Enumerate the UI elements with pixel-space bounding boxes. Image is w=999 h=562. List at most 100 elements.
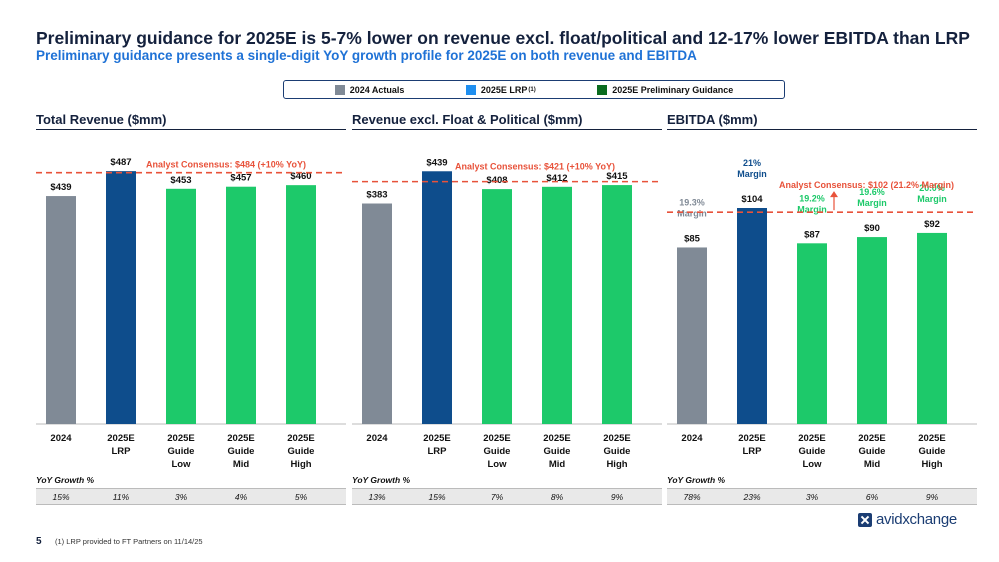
legend-item-guidance: 2025E Preliminary Guidance — [597, 84, 734, 95]
yoy-value: 23% — [743, 492, 761, 502]
bar — [286, 185, 316, 424]
category-label-line: Guide — [798, 446, 826, 457]
total-revenue-panel: Total Revenue ($mm) $439 $487 $453 $457 $460… — [36, 106, 346, 516]
revenue-excl-float-panel: Revenue excl. Float & Political ($mm) $3… — [352, 106, 662, 516]
page-subtitle: Preliminary guidance presents a single-d… — [36, 48, 697, 63]
logo-text: avidxchange — [876, 511, 957, 528]
yoy-value: 13% — [368, 492, 386, 502]
legend-label: 2025E LRP — [480, 84, 528, 95]
chart-title: EBITDA ($mm) — [667, 112, 758, 127]
margin-label: 20.0% — [919, 183, 945, 193]
legend-label: 2025E Preliminary Guidance — [612, 84, 734, 95]
yoy-value: 15% — [428, 492, 446, 502]
category-label-line: Guide — [167, 446, 195, 457]
category-label-line: Guide — [543, 446, 571, 457]
yoy-row: 13% 15% 7% 8% 9% — [352, 488, 662, 505]
legend-item-lrp: 2025E LRP (1) — [465, 84, 536, 95]
data-label: $408 — [486, 175, 507, 186]
bar — [422, 171, 452, 424]
margin-label: Margin — [677, 208, 707, 218]
chart-svg: $8519.3%Margin$10421%Margin$8719.2%Margi… — [667, 158, 977, 425]
category-label: 2025E Guide Low — [782, 432, 842, 471]
bar — [542, 186, 572, 424]
category-label-line: LRP — [742, 446, 762, 457]
category-label-line: 2024 — [366, 433, 388, 444]
category-label-line: 2025E — [543, 433, 571, 444]
page-title: Preliminary guidance for 2025E is 5-7% l… — [36, 28, 970, 48]
category-label-line: 2024 — [50, 433, 72, 444]
consensus-label: Analyst Consensus: $102 (21.2% Margin) — [779, 180, 954, 190]
avidxchange-logo: avidxchange — [858, 511, 957, 528]
category-label: 2025E Guide Low — [467, 432, 527, 471]
chart-title: Revenue excl. Float & Political ($mm) — [352, 112, 583, 127]
category-label: 2025E Guide Mid — [527, 432, 587, 471]
category-label: 2025E Guide High — [271, 432, 331, 471]
yoy-value: 8% — [550, 492, 564, 502]
category-axis: 2024 2025E LRP 2025E Guide Low 2025E Guide Mid 20… — [352, 432, 662, 472]
data-label: $383 — [366, 190, 387, 201]
category-label-line: Low — [487, 459, 507, 470]
title-rule — [352, 129, 662, 130]
legend-item-actuals: 2024 Actuals — [334, 84, 404, 95]
category-label: 2025E Guide High — [587, 432, 647, 471]
yoy-row: 15% 11% 3% 4% 5% — [36, 488, 346, 505]
margin-label: 19.2% — [799, 193, 825, 203]
logo-mark-icon — [858, 512, 872, 527]
page-number: 5 — [36, 536, 42, 547]
title-rule — [667, 129, 977, 130]
ebitda-panel: EBITDA ($mm) $85 19.3% Margin $104 21% Margin… — [667, 106, 977, 516]
legend-swatch — [465, 84, 476, 95]
bar — [677, 247, 707, 424]
yoy-value: 3% — [174, 492, 188, 502]
yoy-value: 11% — [112, 492, 130, 502]
category-label-line: Mid — [548, 459, 566, 470]
data-label: $87 — [804, 229, 820, 240]
category-label-line: 2025E — [287, 433, 315, 444]
data-label: $92 — [924, 219, 940, 230]
category-label-line: Guide — [287, 446, 315, 457]
margin-label: Margin — [857, 198, 887, 208]
margin-label: 21% — [743, 158, 761, 168]
chart-plot: $383 $439 $408 $412 $415 Analyst Consensus: $… — [352, 130, 662, 430]
category-label-line: High — [290, 459, 312, 470]
yoy-value: 7% — [490, 492, 504, 502]
yoy-value: 4% — [234, 492, 248, 502]
yoy-row: 78% 23% 3% 6% 9% — [667, 488, 977, 505]
data-label: $457 — [230, 173, 251, 184]
category-label-line: 2025E — [738, 433, 766, 444]
data-label: $104 — [741, 194, 763, 205]
consensus-label: Analyst Consensus: $421 (+10% YoY) — [455, 162, 615, 172]
yoy-value: 5% — [294, 492, 308, 502]
data-label: $85 — [684, 233, 701, 244]
yoy-value: 9% — [610, 492, 624, 502]
margin-label: 19.3% — [679, 197, 705, 207]
category-label: 2025E LRP — [722, 432, 782, 458]
category-label-line: Mid — [863, 459, 881, 470]
consensus-arrowhead — [830, 191, 838, 198]
category-label-line: Guide — [918, 446, 946, 457]
data-label: $90 — [864, 223, 880, 234]
category-label-line: 2025E — [603, 433, 631, 444]
yoy-value: 6% — [865, 492, 879, 502]
category-label-line: 2025E — [858, 433, 886, 444]
category-label-line: Guide — [227, 446, 255, 457]
category-label-line: LRP — [111, 446, 131, 457]
margin-label: Margin — [797, 204, 827, 214]
bar — [917, 232, 947, 424]
margin-label: 19.6% — [859, 187, 885, 197]
yoy-label: YoY Growth % — [667, 475, 726, 485]
legend-swatch — [334, 84, 345, 95]
category-label: 2024 — [662, 432, 722, 445]
category-axis: 2024 2025E LRP 2025E Guide Low 2025E Guide Mid 20… — [36, 432, 346, 472]
legend: 2024 Actuals 2025E LRP (1) 2025E Prelimin… — [283, 80, 785, 99]
bar — [797, 243, 827, 424]
category-label-line: Low — [802, 459, 822, 470]
legend-swatch — [597, 84, 608, 95]
bar — [166, 188, 196, 424]
category-label-line: 2025E — [918, 433, 946, 444]
data-label: $460 — [290, 171, 311, 182]
bar — [46, 196, 76, 424]
chart-plot: $85 19.3% Margin $104 21% Margin $87 19.2% Margi… — [667, 130, 977, 430]
